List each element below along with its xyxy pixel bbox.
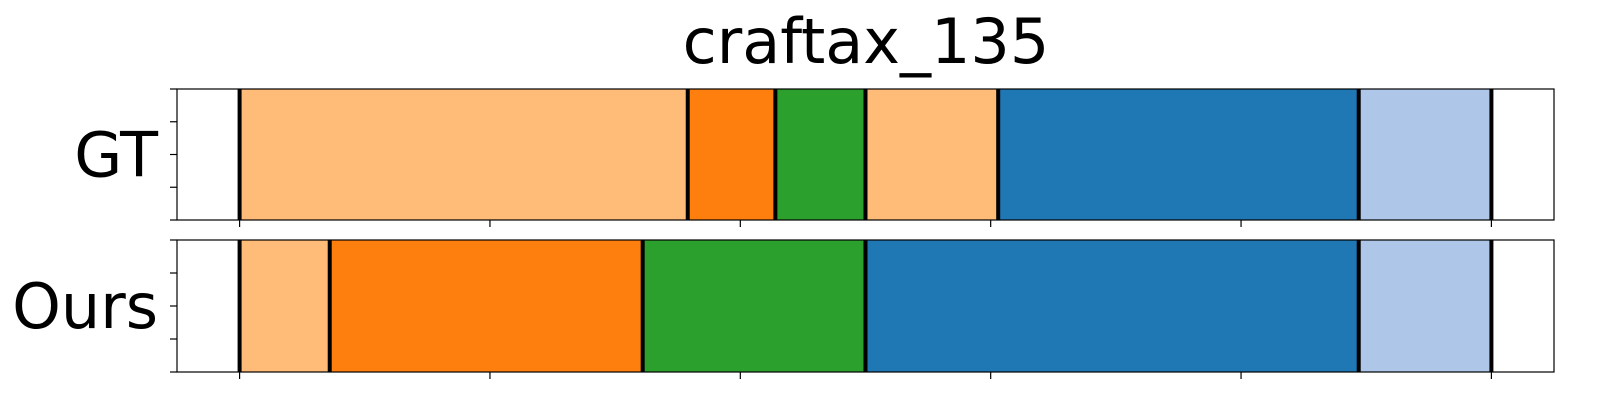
segment-ours-3 [865, 240, 1359, 372]
segment-ours-2 [642, 240, 866, 372]
segment-gt-1 [687, 89, 776, 220]
segment-gt-3 [865, 89, 999, 220]
segment-ours-1 [329, 240, 643, 372]
segment-gt-5 [1358, 89, 1492, 220]
panels: GT Ours [12, 88, 1555, 379]
panel-ours: Ours [12, 239, 1555, 379]
segment-gt-2 [775, 89, 866, 220]
chart-title: craftax_135 [683, 5, 1050, 78]
segment-ours-0 [239, 240, 330, 372]
segment-ours-4 [1358, 240, 1492, 372]
segment-gt-4 [998, 89, 1359, 220]
row-label-ours: Ours [12, 270, 158, 343]
segment-gt-0 [239, 89, 688, 220]
row-label-gt: GT [74, 119, 159, 192]
panel-gt: GT [74, 88, 1555, 227]
